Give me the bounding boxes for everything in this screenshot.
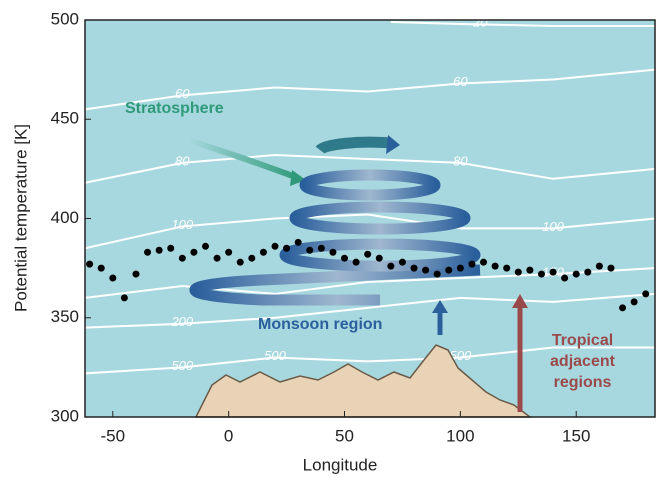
contour-label: 500 xyxy=(171,358,193,373)
contour-line xyxy=(390,20,655,27)
tropopause-point xyxy=(167,244,175,252)
stratosphere-arrow xyxy=(187,137,300,181)
contour-label: 20 xyxy=(472,14,488,29)
y-axis-label: Potential temperature [K] xyxy=(11,124,30,312)
tropopause-point xyxy=(201,242,209,250)
tropopause-point xyxy=(248,254,256,262)
contour-label: 60 xyxy=(175,86,190,101)
tropopause-point xyxy=(630,298,638,306)
contour-label: 60 xyxy=(453,74,468,89)
contour-label: 100 xyxy=(171,217,193,232)
tropopause-point xyxy=(283,244,291,252)
coil xyxy=(299,169,441,201)
tropopause-point xyxy=(584,268,592,276)
y-tick-label: 450 xyxy=(51,109,79,128)
x-tick-label: 50 xyxy=(335,426,354,445)
arrowhead xyxy=(290,170,306,186)
tropopause-point xyxy=(144,248,152,256)
arrowhead xyxy=(512,294,528,308)
tropopause-point xyxy=(561,274,569,282)
contour-label: 80 xyxy=(453,153,468,168)
tropopause-point xyxy=(132,270,140,278)
contour-label: 100 xyxy=(542,219,564,234)
contour-line xyxy=(84,346,655,375)
tropopause-point xyxy=(595,262,603,270)
tropopause-point xyxy=(271,242,279,250)
x-tick-label: 0 xyxy=(224,426,233,445)
tropopause-point xyxy=(225,248,233,256)
tropopause-point xyxy=(398,258,406,266)
x-tick-label: 150 xyxy=(562,426,590,445)
contour-line xyxy=(84,292,656,329)
tropopause-point xyxy=(491,262,499,270)
tropopause-point xyxy=(387,262,395,270)
tropopause-point xyxy=(294,238,302,246)
tropopause-point xyxy=(120,294,128,302)
tropopause-point xyxy=(178,254,186,262)
x-tick-label: 100 xyxy=(446,426,474,445)
tropopause-point xyxy=(109,274,117,282)
contour-label: 500 xyxy=(450,348,472,363)
y-tick-label: 350 xyxy=(51,307,79,326)
spiral xyxy=(189,136,481,306)
tropopause-point xyxy=(364,250,372,258)
contour-label: 80 xyxy=(175,153,190,168)
tropopause-point xyxy=(480,258,488,266)
tropopause-point xyxy=(572,270,580,278)
annotation: Monsoon region xyxy=(258,316,383,333)
mountains xyxy=(194,344,533,418)
coil xyxy=(189,264,481,306)
contour-label: 200 xyxy=(170,314,193,329)
tropopause-point xyxy=(213,254,221,262)
tropopause-point xyxy=(341,254,349,262)
tropopause-point xyxy=(317,244,325,252)
contour-line xyxy=(84,153,656,184)
tropopause-point xyxy=(410,264,418,272)
tropopause-point xyxy=(445,266,453,274)
tropopause-point xyxy=(503,264,511,272)
tropopause-point xyxy=(514,268,522,276)
tropopause-point xyxy=(433,270,441,278)
y-tick-label: 500 xyxy=(51,9,79,28)
coil xyxy=(289,201,471,235)
tropopause-point xyxy=(537,270,545,278)
y-tick-label: 300 xyxy=(51,406,79,425)
tropopause-point xyxy=(155,246,163,254)
x-tick-label: -50 xyxy=(101,426,126,445)
tropopause-point xyxy=(642,290,650,298)
schematic xyxy=(187,135,533,418)
tropopause-point xyxy=(422,266,430,274)
annotation: Tropical adjacent regions xyxy=(550,332,615,391)
tropopause-point xyxy=(97,264,105,272)
x-axis-label: Longitude xyxy=(303,455,378,474)
tropopause-point xyxy=(607,264,615,272)
tropopause-point xyxy=(236,258,244,266)
tropopause-point xyxy=(352,258,360,266)
tropopause-point xyxy=(259,248,267,256)
contour-line xyxy=(84,213,656,250)
tropopause-point xyxy=(86,260,94,268)
arrowhead xyxy=(432,300,448,313)
tropopause-point xyxy=(375,254,383,262)
coil xyxy=(279,238,481,272)
coil xyxy=(315,136,391,155)
annotation: Stratosphere xyxy=(125,100,224,117)
tropopause-point xyxy=(190,248,198,256)
tropopause-point xyxy=(619,304,627,312)
contour-label: 500 xyxy=(264,348,286,363)
contour-line xyxy=(84,68,656,111)
tropopause-point xyxy=(456,264,464,272)
arrowhead xyxy=(386,135,400,154)
plot-background xyxy=(85,20,655,417)
tropopause-point xyxy=(329,248,337,256)
tropopause-point xyxy=(468,260,476,268)
tropopause-point xyxy=(526,266,534,274)
tropopause-point xyxy=(549,268,557,276)
tropopause-point xyxy=(306,246,314,254)
y-tick-label: 400 xyxy=(51,208,79,227)
